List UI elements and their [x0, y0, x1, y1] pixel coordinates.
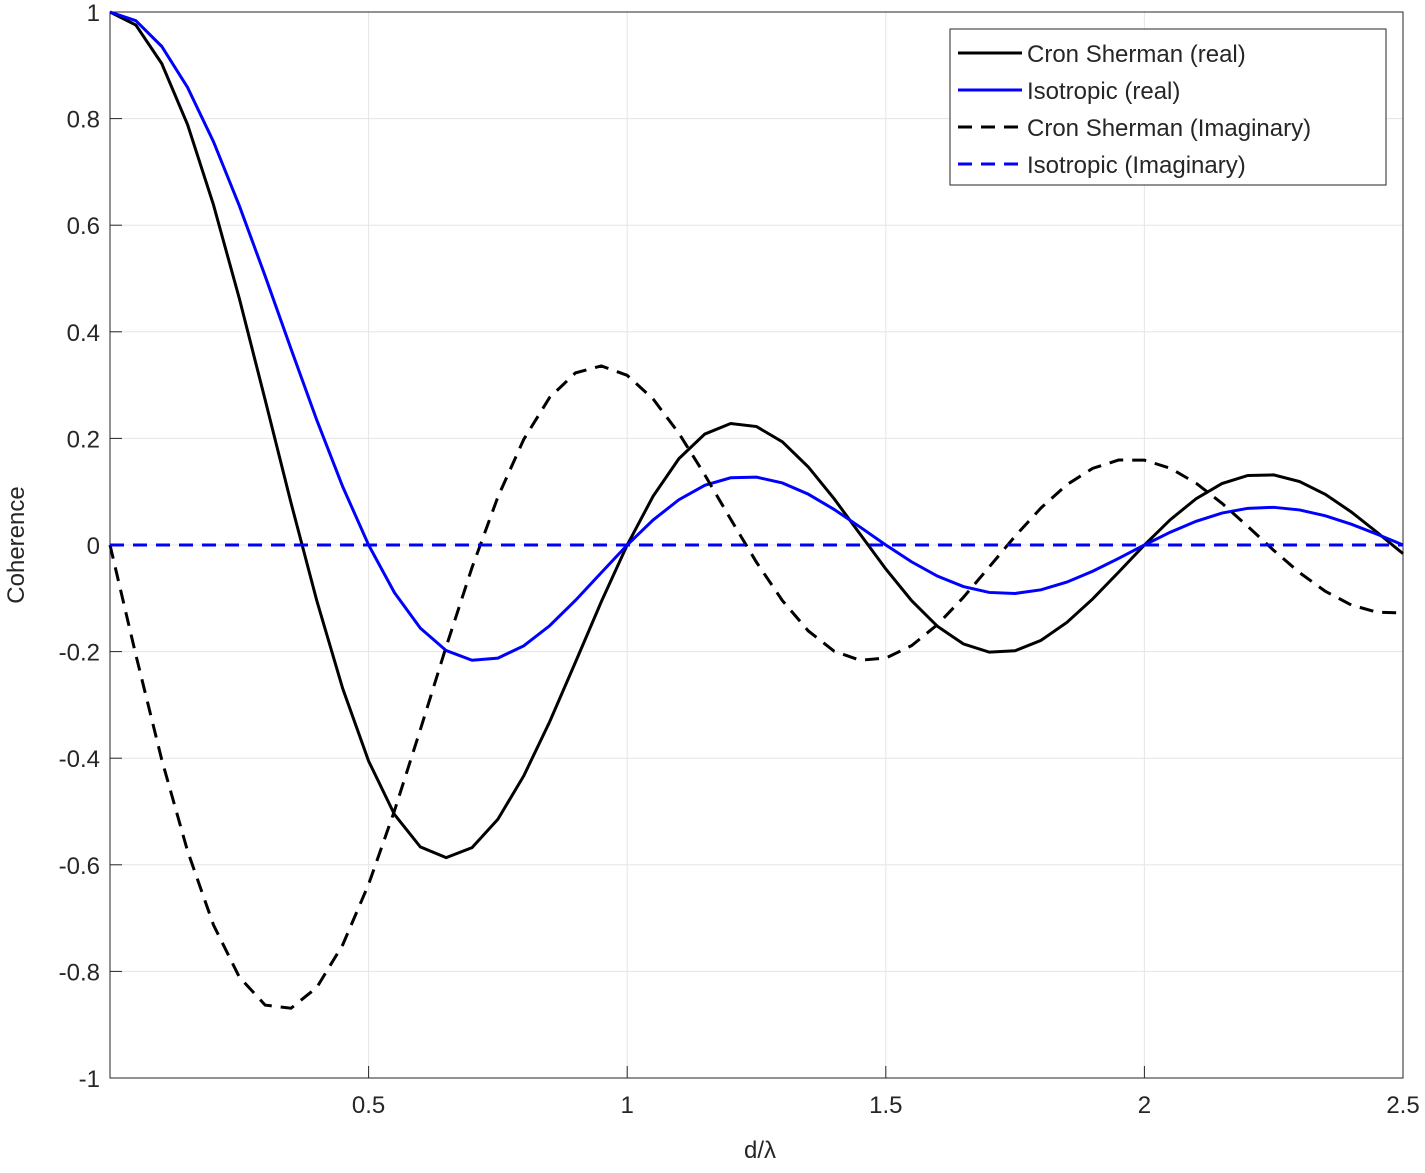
data-line — [108, 364, 1404, 1010]
y-tick-label: 0.2 — [67, 426, 100, 453]
x-tick-label: 2.5 — [1386, 1092, 1419, 1119]
legend: Cron Sherman (real) Isotropic (real) Cron … — [949, 28, 1387, 186]
y-axis-label: Coherence — [3, 486, 30, 603]
x-axis-label: d/λ — [744, 1137, 776, 1164]
legend-label: Cron Sherman (Imaginary) — [1027, 115, 1311, 142]
legend-box — [949, 28, 1387, 186]
data-line — [109, 10, 1404, 662]
y-tick-label: -0.8 — [59, 959, 100, 986]
y-tick-label: -0.6 — [59, 853, 100, 880]
legend-label: Isotropic (real) — [1027, 78, 1180, 105]
legend-label: Isotropic (Imaginary) — [1027, 152, 1246, 179]
data-line — [109, 10, 1404, 860]
y-tick-label: 0.6 — [67, 213, 100, 240]
y-tick-label: 1 — [87, 0, 100, 27]
x-tick-label: 1 — [621, 1092, 634, 1119]
y-tick-label: -0.2 — [59, 640, 100, 667]
y-tick-label: -0.4 — [59, 746, 100, 773]
y-tick-label: -1 — [79, 1066, 100, 1093]
legend-label: Cron Sherman (real) — [1027, 41, 1246, 68]
y-tick-label: 0.8 — [67, 107, 100, 134]
y-tick-label: 0.4 — [67, 320, 100, 347]
y-tick-label: 0 — [87, 533, 100, 560]
x-tick-label: 0.5 — [352, 1092, 385, 1119]
x-tick-label: 1.5 — [869, 1092, 902, 1119]
x-tick-label: 2 — [1138, 1092, 1151, 1119]
